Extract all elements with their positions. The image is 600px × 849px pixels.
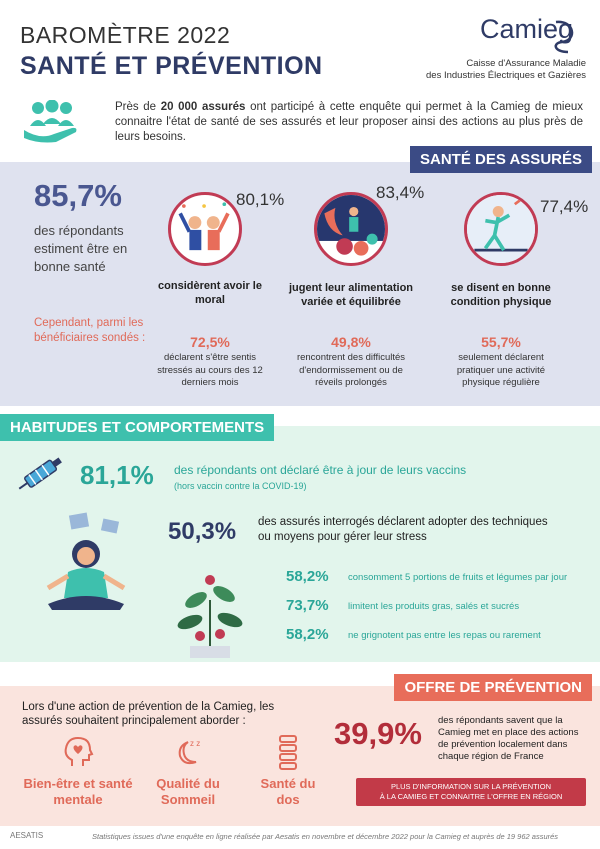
gras-text: limitent les produits gras, salés et suc… — [348, 601, 520, 612]
plus-info-line1: PLUS D'INFORMATION SUR LA PRÉVENTION — [390, 782, 552, 791]
bien-etre-label: Bien-être et santé mentale — [23, 776, 133, 807]
moral-label: considèrent avoir le moral — [158, 280, 262, 306]
people-hand-icon — [24, 100, 77, 143]
meditation-icon — [46, 512, 126, 610]
alimentation-pct: 83,4% — [376, 183, 425, 202]
syringe-icon — [18, 457, 62, 490]
grignotage-text: ne grignotent pas entre les repas ou rar… — [348, 630, 541, 641]
logo-swirl-icon — [554, 20, 574, 54]
dos-label: Santé du dos — [260, 776, 316, 807]
plant-icon — [177, 575, 243, 658]
svg-text:z z: z z — [190, 739, 200, 748]
physique-label: se disent en bonne condition physique — [450, 282, 552, 308]
fitness-icon — [467, 195, 535, 263]
alimentation-label: jugent leur alimentation variée et équil… — [288, 282, 414, 308]
activite-pct: 55,7% — [481, 334, 521, 350]
stress-desc: déclarent s'être sentis stressés au cour… — [157, 352, 263, 388]
offre-tag: OFFRE DE PRÉVENTION — [394, 674, 592, 701]
stress-pct: 72,5% — [190, 334, 230, 350]
offre-big-pct: 39,9% — [334, 716, 422, 751]
title-line2: SANTÉ ET PRÉVENTION — [20, 52, 323, 80]
moral-pct: 80,1% — [236, 190, 285, 209]
celebration-icon — [178, 202, 230, 251]
habitudes-section — [0, 426, 600, 662]
gras-pct: 73,7% — [286, 597, 329, 614]
logo-sub-line2: des Industries Électriques et Gazières — [426, 70, 586, 81]
offre-intro: Lors d'une action de prévention de la Ca… — [22, 701, 275, 727]
logo-subtitle: Caisse d'Assurance Maladie des Industrie… — [386, 58, 586, 82]
sommeil-label: Qualité du Sommeil — [156, 776, 220, 807]
vaccin-pct: 81,1% — [80, 460, 154, 490]
camieg-logo: Camieg — [480, 14, 574, 44]
plus-info-line2: À LA CAMIEG ET CONNAITRE L'OFFRE EN RÉGI… — [379, 792, 563, 801]
footer-text: Statistiques issues d'une enquête en lig… — [92, 832, 559, 841]
fruits-text: consomment 5 portions de fruits et légum… — [348, 572, 568, 583]
alimentation-illustration — [314, 192, 388, 266]
sommeil-desc: rencontrent des difficultés d'endormisse… — [296, 352, 406, 388]
moon-sleep-icon: z z — [178, 739, 200, 765]
title-line1: BAROMÈTRE 2022 — [20, 22, 231, 48]
heart-head-icon — [64, 736, 94, 766]
food-icon — [317, 195, 385, 256]
activite-desc: seulement déclarent pratiquer une activi… — [456, 352, 546, 388]
sante-big-pct: 85,7% — [34, 178, 122, 213]
plus-info-button[interactable]: PLUS D'INFORMATION SUR LA PRÉVENTION À L… — [356, 778, 586, 806]
fruits-pct: 58,2% — [286, 568, 329, 585]
offre-big-desc: des répondants savent que la Camieg met … — [438, 715, 579, 762]
sante-big-desc: des répondants estiment être en bonne sa… — [34, 223, 128, 274]
intro-text: Près de 20 000 assurés ont participé à c… — [115, 100, 583, 145]
intro-bold: 20 000 assurés — [160, 101, 246, 113]
stress-mgmt-pct: 50,3% — [168, 518, 237, 545]
cependant-text: Cependant, parmi les bénéficiaires sondé… — [34, 317, 146, 344]
stress-mgmt-desc: des assurés interrogés déclarent adopter… — [258, 516, 548, 543]
physique-pct: 77,4% — [540, 197, 589, 216]
intro-post: ont participé à cette enquête qui permet… — [115, 101, 583, 143]
grignotage-pct: 58,2% — [286, 626, 329, 643]
vaccin-sub: (hors vaccin contre la COVID-19) — [174, 481, 307, 491]
vaccin-desc: des répondants ont déclaré être à jour d… — [174, 463, 467, 477]
habitudes-tag: HABITUDES ET COMPORTEMENTS — [0, 414, 275, 441]
physique-illustration — [464, 192, 538, 266]
sommeil-pct: 49,8% — [331, 334, 371, 350]
sante-tag: SANTÉ DES ASSURÉS — [410, 146, 592, 173]
intro-pre: Près de — [115, 101, 161, 113]
moral-illustration — [168, 192, 242, 266]
spine-icon — [279, 735, 297, 770]
aesatis-logo: AESATIS — [10, 831, 44, 840]
logo-sub-line1: Caisse d'Assurance Maladie — [466, 58, 586, 69]
